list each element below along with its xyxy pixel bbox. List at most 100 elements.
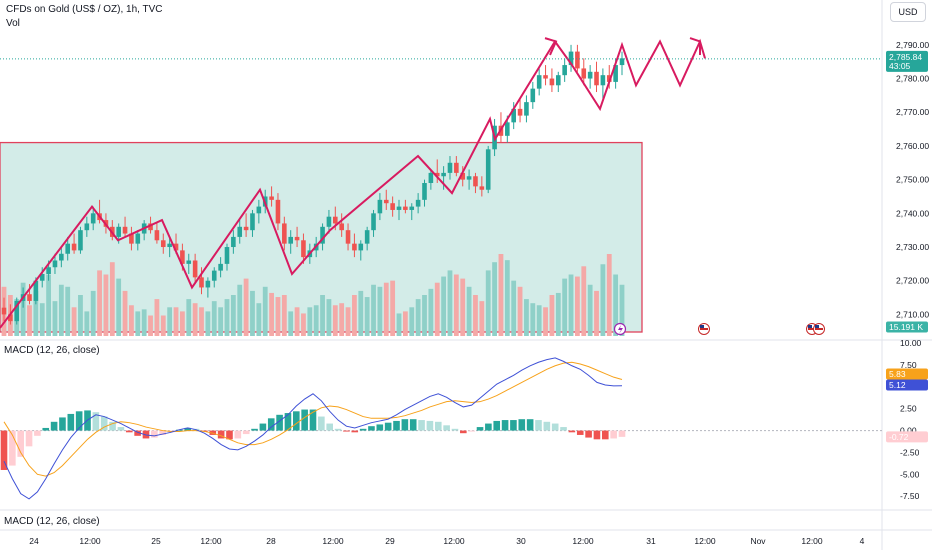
volume-bar <box>39 303 45 336</box>
macd-histogram-bar <box>134 430 141 436</box>
volume-bar <box>339 303 345 336</box>
candle-body <box>231 236 236 248</box>
time-tick-label: 30 <box>516 536 526 546</box>
candle-body <box>485 149 491 190</box>
candle-body <box>562 65 567 76</box>
candle-body <box>460 172 466 180</box>
macd-tick-label: 2.50 <box>900 404 917 414</box>
candle-body <box>301 240 306 258</box>
volume-bar <box>587 284 593 336</box>
time-tick-label: 12:00 <box>200 536 222 546</box>
volume-bar <box>352 295 357 336</box>
price-tick-label: 2,760.00 <box>896 141 929 151</box>
macd-histogram-bar <box>551 423 559 431</box>
volume-bar <box>415 299 421 336</box>
macd-histogram-bar <box>485 423 492 431</box>
candle-body <box>1 307 7 315</box>
macd-histogram-bar <box>593 430 601 440</box>
price-tick-label: 2,770.00 <box>896 107 929 117</box>
candle-body <box>250 213 255 231</box>
volume-bar <box>186 299 192 336</box>
macd-histogram-bar <box>318 416 325 431</box>
macd-histogram-bar <box>343 430 350 432</box>
volume-bar <box>173 307 179 336</box>
macd-histogram-bar <box>434 421 442 431</box>
macd-histogram-bar <box>109 421 116 431</box>
candle-body <box>383 199 389 204</box>
candle-body <box>173 243 179 251</box>
macd-indicator <box>0 357 882 500</box>
volume-bar <box>402 311 408 336</box>
candle-body <box>396 206 402 210</box>
last-price-tag: 2,785.84 <box>889 52 922 62</box>
candle-body <box>517 108 523 116</box>
candle-body <box>422 183 427 200</box>
time-tick-label: 25 <box>151 536 161 546</box>
candle-body <box>473 176 478 187</box>
candle-body <box>377 199 383 214</box>
event-markers <box>613 322 825 336</box>
macd-histogram-bar <box>368 426 375 431</box>
time-tick-label: 12:00 <box>694 536 716 546</box>
macd-histogram-bar <box>610 430 617 439</box>
volume-bar <box>409 307 415 336</box>
candle-body <box>345 230 351 244</box>
volume-bar <box>129 305 134 336</box>
macd-histogram-bar <box>100 416 108 431</box>
volume-bar <box>504 260 510 336</box>
candle-body <box>409 206 415 210</box>
macd-histogram-bar <box>601 430 609 440</box>
volume-bar <box>160 315 166 336</box>
candle-body <box>46 267 51 274</box>
macd-histogram-bar <box>226 430 233 440</box>
price-tick-label: 2,750.00 <box>896 175 929 185</box>
candlesticks <box>1 37 701 325</box>
candle-body <box>581 68 587 79</box>
candle-body <box>594 71 599 86</box>
volume-bar <box>78 295 83 336</box>
macd-histogram-bar <box>418 420 425 431</box>
macd-histogram-bar <box>284 413 292 431</box>
volume-bar <box>377 286 383 336</box>
volume-bar <box>281 295 287 336</box>
volume-bar <box>390 280 396 336</box>
signal-value-tag-bg <box>886 368 928 380</box>
volume-bar <box>256 303 262 336</box>
candle-body <box>71 243 77 251</box>
time-tick-label: 28 <box>266 536 276 546</box>
volume-bar <box>332 305 338 336</box>
volume-bar <box>27 305 32 336</box>
volume-bar <box>606 254 612 336</box>
us-flag-stripe <box>808 328 816 330</box>
macd-legend[interactable]: MACD (12, 26, close) <box>4 345 100 356</box>
candle-body <box>549 78 555 86</box>
macd-histogram-bar <box>267 418 275 431</box>
macd-legend-2[interactable]: MACD (12, 26, close) <box>4 516 100 527</box>
macd-line <box>3 357 623 500</box>
macd-histogram-bar <box>25 430 33 447</box>
macd-histogram-bar <box>476 427 484 431</box>
volume-legend[interactable]: Vol <box>6 18 20 29</box>
time-tick-label: 24 <box>29 536 39 546</box>
volume-bar <box>530 303 536 336</box>
volume-bar <box>224 299 230 336</box>
candle-body <box>587 71 593 79</box>
price-tick-label: 2,740.00 <box>896 208 929 218</box>
macd-histogram-bar <box>426 420 434 431</box>
candle-body <box>575 51 580 69</box>
price-tick-label: 2,710.00 <box>896 309 929 319</box>
macd-histogram-bar <box>568 430 576 433</box>
volume-bar <box>154 299 160 336</box>
macd-histogram-bar <box>59 417 66 431</box>
symbol-legend[interactable]: CFDs on Gold (US$ / OZ), 1h, TVC <box>6 4 163 15</box>
volume-bar <box>301 313 306 336</box>
candle-body <box>211 270 217 281</box>
time-tick-label: 12:00 <box>322 536 344 546</box>
us-flag-canton <box>808 325 812 328</box>
volume-bar <box>205 311 211 336</box>
currency-button[interactable]: USD <box>890 2 926 22</box>
macd-histogram-bar <box>217 430 225 439</box>
macd-histogram-bar <box>0 430 8 470</box>
volume-bar <box>524 299 529 336</box>
